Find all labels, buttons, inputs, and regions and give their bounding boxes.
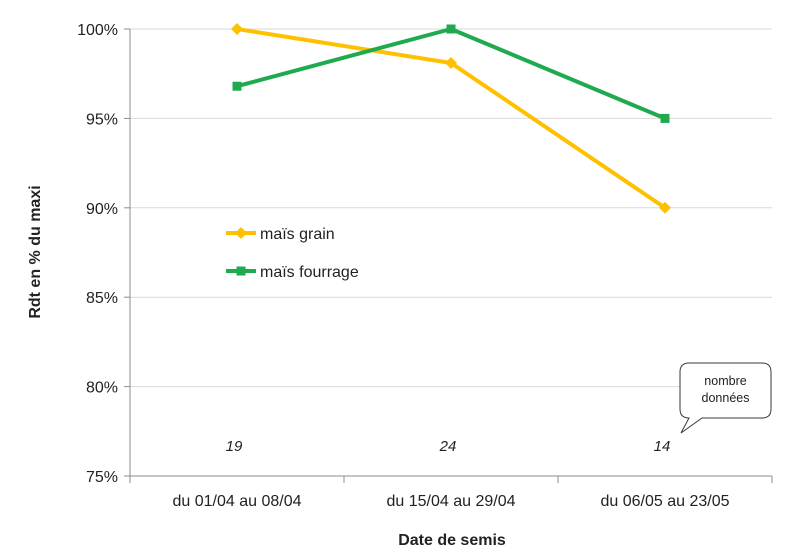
gridlines [124,28,772,477]
legend-marker [236,266,246,276]
sample-count-labels: 19 24 14 [226,438,671,455]
sample-count: 14 [654,438,671,455]
y-tick-label: 75% [86,469,118,486]
sample-count: 24 [439,438,457,455]
y-tick-label: 80% [86,380,118,397]
sample-count: 19 [226,438,243,455]
callout-text: données [702,391,750,405]
y-tick-label: 95% [86,111,118,128]
data-series [231,23,671,214]
y-tick-label: 90% [86,201,118,218]
legend-label: maïs fourrage [260,264,359,281]
y-tick-labels: 75% 80% 85% 90% 95% 100% [77,22,118,486]
y-axis-title: Rdt en % du maxi [27,185,44,318]
data-point [232,81,242,91]
data-point [446,24,456,34]
y-tick-label: 100% [77,22,118,39]
callout-bubble [679,362,772,434]
axes [129,29,773,483]
x-axis-title: Date de semis [398,532,506,549]
callout-box: nombre données [679,362,772,434]
series-mais-grain [231,23,671,214]
x-tick-labels: du 01/04 au 08/04 du 15/04 au 29/04 du 06/… [172,493,729,510]
data-point [231,23,243,35]
series-mais-fourrage [232,24,670,123]
x-tick-label: du 15/04 au 29/04 [386,493,515,510]
callout-text: nombre [704,374,746,388]
series-line [236,27,666,121]
x-tick-label: du 01/04 au 08/04 [172,493,301,510]
data-point [659,201,671,214]
legend: maïs grain maïs fourrage [226,226,359,281]
data-point [445,56,457,69]
x-tick-label: du 06/05 au 23/05 [600,493,729,510]
y-tick-label: 85% [86,290,118,307]
legend-label: maïs grain [260,226,335,243]
legend-marker [235,227,247,239]
data-point [660,113,670,123]
